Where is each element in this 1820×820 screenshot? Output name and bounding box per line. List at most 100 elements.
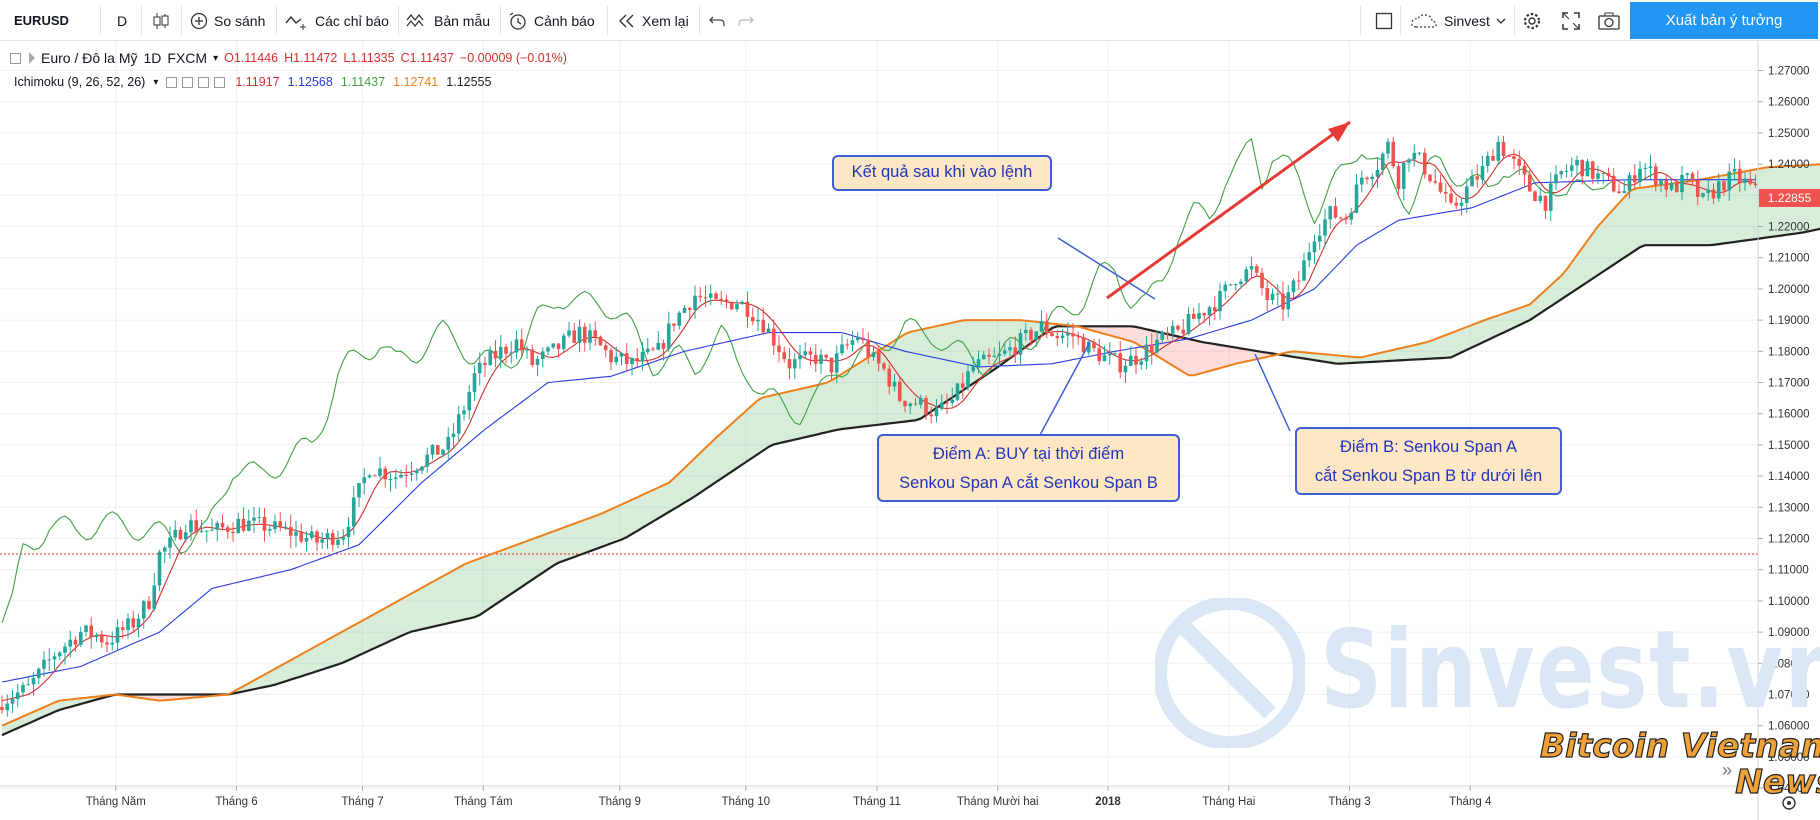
templates-icon xyxy=(406,13,424,27)
candle-up xyxy=(918,397,923,405)
candle-up xyxy=(189,520,193,533)
indicator-name: Ichimoku (9, 26, 52, 26) xyxy=(14,75,146,89)
cloud-segment xyxy=(548,531,554,570)
point-a-callout: Điểm A: BUY tại thời điểm Senkou Span A … xyxy=(877,434,1180,502)
cloud-segment xyxy=(1199,341,1205,374)
camera-icon xyxy=(1598,12,1620,30)
cloud-segment xyxy=(1104,326,1110,336)
cloud-segment xyxy=(437,576,443,626)
candle-down xyxy=(829,357,834,373)
candle-up xyxy=(1401,162,1406,189)
cloud-segment xyxy=(1640,187,1646,248)
templates-button[interactable]: Bản mẫu xyxy=(406,0,490,41)
source-icon[interactable] xyxy=(198,76,210,88)
chart-type-button[interactable] xyxy=(152,0,170,41)
legend-chevron-icon[interactable]: ▾ xyxy=(213,52,219,64)
candle-down xyxy=(698,295,703,298)
price-label: 1.17000 xyxy=(1768,378,1810,390)
candle-up xyxy=(1559,171,1564,175)
indicators-button[interactable]: Các chỉ báo xyxy=(285,0,389,41)
candle-up xyxy=(498,346,503,359)
candle-down xyxy=(1365,177,1369,180)
rewind-icon xyxy=(619,14,634,27)
candle-down xyxy=(372,475,377,477)
candle-up xyxy=(399,474,403,478)
settings-icon[interactable] xyxy=(182,76,194,88)
collapse-icon[interactable] xyxy=(10,52,21,64)
candle-up xyxy=(1380,153,1385,170)
candle-up xyxy=(1317,235,1322,242)
candle-up xyxy=(283,526,288,528)
candle-down xyxy=(1674,182,1679,193)
cloud-segment xyxy=(359,619,365,656)
candle-down xyxy=(1737,168,1742,183)
interval-button[interactable]: D xyxy=(117,0,127,41)
eye-icon[interactable] xyxy=(166,76,178,88)
candle-up xyxy=(152,585,157,609)
candle-up xyxy=(908,403,913,407)
candle-down xyxy=(913,403,918,405)
alerts-button[interactable]: Cảnh báo xyxy=(508,0,595,41)
candle-up xyxy=(1323,219,1327,236)
cloud-segment xyxy=(737,414,743,469)
cloud-segment xyxy=(1535,294,1541,317)
cloud-segment xyxy=(1461,326,1467,353)
candle-up xyxy=(388,479,393,481)
cloud-segment xyxy=(1335,355,1341,364)
candle-down xyxy=(1527,174,1532,192)
price-label: 1.26000 xyxy=(1768,97,1810,109)
cloud-segment xyxy=(910,330,916,421)
candle-up xyxy=(677,312,682,326)
fullscreen-button[interactable] xyxy=(1562,0,1580,41)
compare-button[interactable]: So sánh xyxy=(190,0,265,41)
scroll-right-icon[interactable]: » xyxy=(1722,760,1733,780)
result-pointer-line xyxy=(1057,237,1156,300)
cloud-segment xyxy=(1314,353,1320,361)
cloud-segment xyxy=(1514,308,1520,328)
cloud-segment xyxy=(1256,351,1262,360)
remove-icon[interactable] xyxy=(214,76,226,88)
candle-up xyxy=(183,532,188,540)
symbol-search[interactable]: EURUSD xyxy=(14,0,69,41)
layout-menu-button[interactable]: Sinvest xyxy=(1410,0,1506,41)
candle-down xyxy=(1338,217,1343,219)
cloud-segment xyxy=(726,423,732,476)
point-a-line1: Điểm A: BUY tại thời điểm xyxy=(932,445,1125,463)
layout-toggle-button[interactable] xyxy=(1375,0,1393,41)
candle-up xyxy=(320,539,325,543)
point-b-line2: cắt Senkou Span B từ dưới lên xyxy=(1314,467,1543,485)
cloud-segment xyxy=(1409,345,1415,360)
candle-up xyxy=(94,634,99,638)
cloud-segment xyxy=(569,523,575,559)
candle-up xyxy=(1160,332,1165,340)
candle-up xyxy=(1307,252,1312,261)
replay-button[interactable]: Xem lại xyxy=(618,0,689,41)
indicators-icon xyxy=(285,15,306,30)
cloud-segment xyxy=(1430,339,1436,359)
toolbar-divider xyxy=(607,6,608,35)
candle-down xyxy=(866,340,871,357)
cloud-segment xyxy=(506,546,512,598)
undo-button[interactable] xyxy=(708,0,726,41)
candle-down xyxy=(1506,155,1511,157)
time-label: Tháng Năm xyxy=(86,796,146,808)
arrow-icon xyxy=(29,52,35,64)
cloud-segment xyxy=(1493,315,1499,338)
indicator-chevron-icon[interactable]: ▾ xyxy=(153,76,159,88)
candle-down xyxy=(771,328,776,346)
snapshot-button[interactable] xyxy=(1598,0,1620,41)
cloud-segment xyxy=(1472,322,1478,348)
publish-idea-button[interactable]: Xuất bản ý tưởng xyxy=(1630,2,1818,39)
price-label: 1.04000 xyxy=(1768,783,1810,795)
cloud-segment xyxy=(789,390,795,441)
redo-button[interactable] xyxy=(737,0,755,41)
candle-down xyxy=(593,330,598,337)
cloud-segment xyxy=(1592,226,1598,279)
cloud-segment xyxy=(600,511,606,548)
cloud-segment xyxy=(758,397,764,454)
candle-down xyxy=(0,706,4,711)
settings-button[interactable] xyxy=(1522,0,1542,41)
cloud-segment xyxy=(159,694,165,701)
chart-settings-button[interactable] xyxy=(1782,796,1796,810)
candle-down xyxy=(1617,191,1621,193)
